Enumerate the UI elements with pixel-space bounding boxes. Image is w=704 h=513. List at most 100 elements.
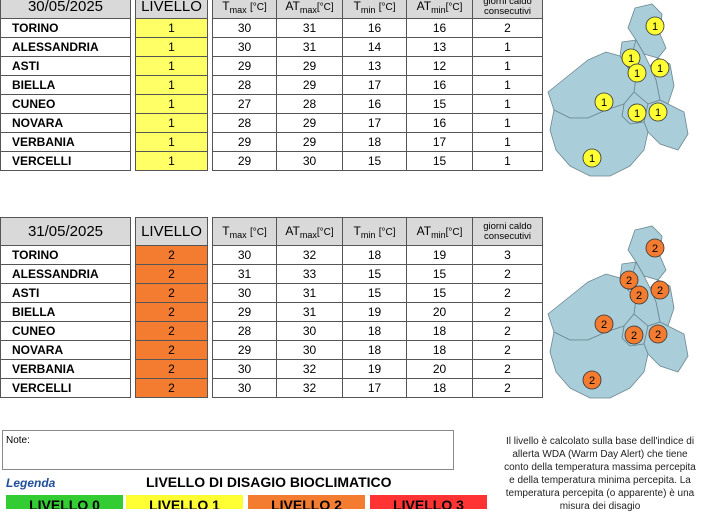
tmin-cell: 18 (342, 245, 407, 265)
atmin-cell: 16 (406, 75, 473, 95)
atmax-cell: 31 (276, 283, 343, 303)
giorni-cell: 2 (472, 283, 543, 303)
level-cell: 2 (135, 302, 208, 322)
map-level-badge: 1 (582, 148, 602, 168)
city-cell: BIELLA (0, 302, 131, 322)
atmin-cell: 17 (406, 132, 473, 152)
atmin-cell: 15 (406, 151, 473, 171)
atmin-cell: 15 (406, 94, 473, 114)
table-date: 30/05/2025 (0, 0, 131, 19)
tmax-cell: 30 (212, 18, 277, 38)
tmax-cell: 30 (212, 378, 277, 398)
giorni-cell: 1 (472, 151, 543, 171)
atmax-cell: 28 (276, 94, 343, 114)
atmin-cell: 15 (406, 264, 473, 284)
atmax-cell: 32 (276, 378, 343, 398)
tmax-cell: 29 (212, 56, 277, 76)
table-body: TORINO 2 30 32 18 19 3 ALESSANDRIA 2 31 33 15 15 2 AST… (0, 245, 543, 398)
atmin-cell: 16 (406, 113, 473, 133)
table-row: BIELLA 2 29 31 19 20 2 (0, 302, 543, 322)
tmin-cell: 19 (342, 302, 407, 322)
livello-header: LIVELLO (135, 0, 208, 19)
svg-text:2: 2 (601, 319, 607, 331)
atmax-cell: 31 (276, 18, 343, 38)
tmax-cell: 30 (212, 37, 277, 57)
tmax-header: Tmax [°C] (212, 217, 277, 246)
table-row: TORINO 1 30 31 16 16 2 (0, 18, 543, 38)
map-regions (547, 3, 689, 177)
province-cuneo (549, 103, 649, 177)
tmin-cell: 14 (342, 37, 407, 57)
atmax-header: ATmax[°C] (276, 0, 343, 19)
tmin-cell: 16 (342, 18, 407, 38)
city-cell: CUNEO (0, 321, 131, 341)
atmin-cell: 16 (406, 18, 473, 38)
tmax-cell: 29 (212, 302, 277, 322)
tmax-cell: 30 (212, 245, 277, 265)
level-cell: 1 (135, 94, 208, 114)
giorni-cell: 1 (472, 75, 543, 95)
tmin-cell: 15 (342, 264, 407, 284)
tmax-cell: 31 (212, 264, 277, 284)
tmax-cell: 28 (212, 321, 277, 341)
city-cell: NOVARA (0, 340, 131, 360)
atmax-cell: 29 (276, 75, 343, 95)
table-row: ALESSANDRIA 2 31 33 15 15 2 (0, 264, 543, 284)
map-level-badge: 2 (624, 325, 644, 345)
giorni-cell: 2 (472, 378, 543, 398)
svg-text:2: 2 (626, 275, 632, 287)
atmax-cell: 31 (276, 37, 343, 57)
svg-text:2: 2 (589, 375, 595, 387)
atmin-cell: 20 (406, 302, 473, 322)
tmax-cell: 29 (212, 340, 277, 360)
atmax-header: ATmax[°C] (276, 217, 343, 246)
giorni-cell: 3 (472, 245, 543, 265)
table-header-row: 30/05/2025 LIVELLO Tmax [°C] ATmax[°C] T… (0, 0, 543, 19)
svg-text:1: 1 (657, 63, 663, 75)
map-level-badge: 2 (645, 238, 665, 258)
level-cell: 2 (135, 340, 208, 360)
atmax-cell: 29 (276, 132, 343, 152)
legend-level-3: LIVELLO 3 (370, 495, 487, 509)
giorni-cell: 2 (472, 321, 543, 341)
giorni-cell: 2 (472, 340, 543, 360)
svg-text:2: 2 (636, 290, 642, 302)
tmax-cell: 29 (212, 132, 277, 152)
table-row: NOVARA 2 29 30 18 18 2 (0, 340, 543, 360)
tmin-cell: 17 (342, 378, 407, 398)
tmax-header: Tmax [°C] (212, 0, 277, 19)
svg-text:2: 2 (631, 330, 637, 342)
atmax-cell: 32 (276, 245, 343, 265)
map-level-badge: 2 (594, 314, 614, 334)
table-row: ALESSANDRIA 1 30 31 14 13 1 (0, 37, 543, 57)
map-level-badge: 1 (627, 63, 647, 83)
city-cell: VERCELLI (0, 378, 131, 398)
forecast-table-day1: 30/05/2025 LIVELLO Tmax [°C] ATmax[°C] T… (0, 0, 543, 171)
level-cell: 2 (135, 359, 208, 379)
tmin-cell: 18 (342, 340, 407, 360)
table-row: VERCELLI 2 30 32 17 18 2 (0, 378, 543, 398)
giorni-cell: 1 (472, 113, 543, 133)
city-cell: ALESSANDRIA (0, 37, 131, 57)
legend-title: LIVELLO DI DISAGIO BIOCLIMATICO (146, 474, 392, 490)
tmax-cell: 30 (212, 283, 277, 303)
giorni-header: giorni caldo consecutivi (472, 0, 543, 19)
piemonte-map-day2: 222 222 22 (547, 225, 689, 399)
tmin-cell: 19 (342, 359, 407, 379)
atmin-cell: 19 (406, 245, 473, 265)
atmax-cell: 33 (276, 264, 343, 284)
tmin-cell: 15 (342, 283, 407, 303)
province-cuneo (549, 325, 649, 399)
tmin-cell: 18 (342, 132, 407, 152)
level-cell: 1 (135, 132, 208, 152)
city-cell: NOVARA (0, 113, 131, 133)
level-cell: 2 (135, 378, 208, 398)
map-level-badge: 2 (582, 370, 602, 390)
map-level-badge: 1 (621, 48, 641, 68)
city-cell: ASTI (0, 56, 131, 76)
level-cell: 2 (135, 245, 208, 265)
note-label: Note: (6, 435, 30, 446)
svg-text:1: 1 (589, 153, 595, 165)
level-cell: 2 (135, 321, 208, 341)
tmin-cell: 16 (342, 94, 407, 114)
